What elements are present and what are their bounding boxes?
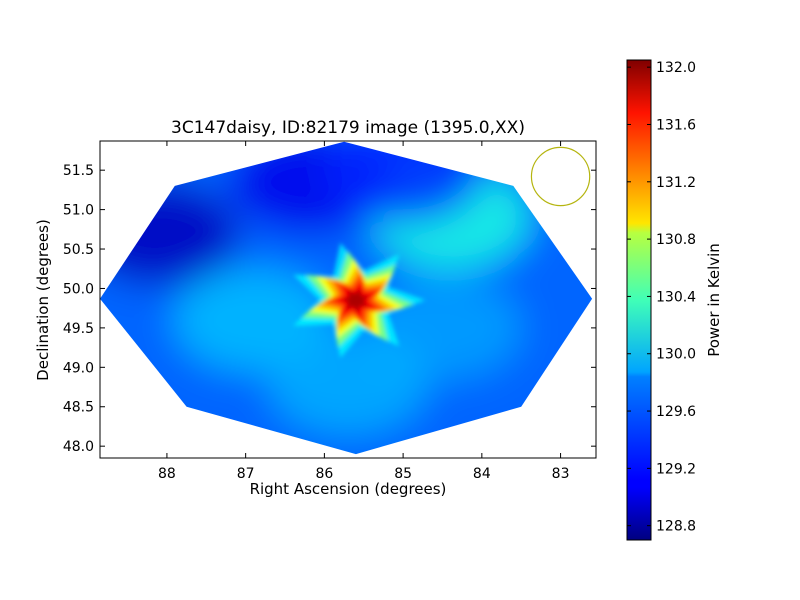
y-tick-label: 51.0 — [63, 203, 94, 219]
y-tick-label: 50.0 — [63, 281, 94, 297]
y-tick-label: 48.5 — [63, 400, 94, 416]
y-axis: 48.0 48.5 49.0 49.5 50.0 50.5 51.0 51.5 — [63, 163, 596, 455]
y-tick-label: 48.0 — [63, 439, 94, 455]
beam-circle — [530, 146, 591, 207]
colorbar-ticks: 128.8 129.2 129.6 130.0 130.4 130.8 131.2 131.6… — [627, 60, 696, 535]
colorbar-tick-label: 131.2 — [656, 175, 696, 191]
image-area — [100, 141, 593, 455]
x-tick-label: 86 — [315, 466, 333, 482]
y-tick-label: 50.5 — [63, 242, 94, 258]
y-tick-label: 49.5 — [63, 321, 94, 337]
colorbar-tick-label: 132.0 — [656, 60, 696, 76]
colorbar-tick-label: 130.4 — [656, 289, 696, 305]
source-emission — [293, 242, 426, 358]
heatmap-image — [100, 141, 593, 455]
x-tick-label: 83 — [552, 466, 570, 482]
colorbar-label: Power in Kelvin — [705, 243, 723, 357]
heatmap-feature — [268, 331, 428, 436]
x-tick-label: 85 — [394, 466, 412, 482]
colorbar-tick-label: 129.2 — [656, 461, 696, 477]
colorbar-tick-label: 128.8 — [656, 519, 696, 535]
heatmap-feature — [100, 181, 240, 286]
x-axis: 88 87 86 85 84 83 — [158, 141, 569, 482]
colorbar-gradient — [626, 59, 652, 541]
x-axis-label: Right Ascension (degrees) — [250, 480, 447, 498]
chart-title: 3C147daisy, ID:82179 image (1395.0,XX) — [171, 118, 525, 138]
y-tick-label: 49.0 — [63, 360, 94, 376]
x-tick-label: 88 — [158, 466, 176, 482]
colorbar-tick-label: 130.8 — [656, 232, 696, 248]
source-contour — [341, 288, 370, 313]
colorbar: 128.8 129.2 129.6 130.0 130.4 130.8 131.2 131.6… — [626, 59, 723, 541]
colorbar-tick-label: 129.6 — [656, 404, 696, 420]
y-axis-label: Declination (degrees) — [34, 219, 52, 381]
plot-frame — [99, 140, 597, 459]
y-tick-label: 51.5 — [63, 163, 94, 179]
x-tick-label: 87 — [237, 466, 255, 482]
x-tick-label: 84 — [473, 466, 491, 482]
colorbar-tick-label: 131.6 — [656, 117, 696, 133]
colorbar-tick-label: 130.0 — [656, 347, 696, 363]
